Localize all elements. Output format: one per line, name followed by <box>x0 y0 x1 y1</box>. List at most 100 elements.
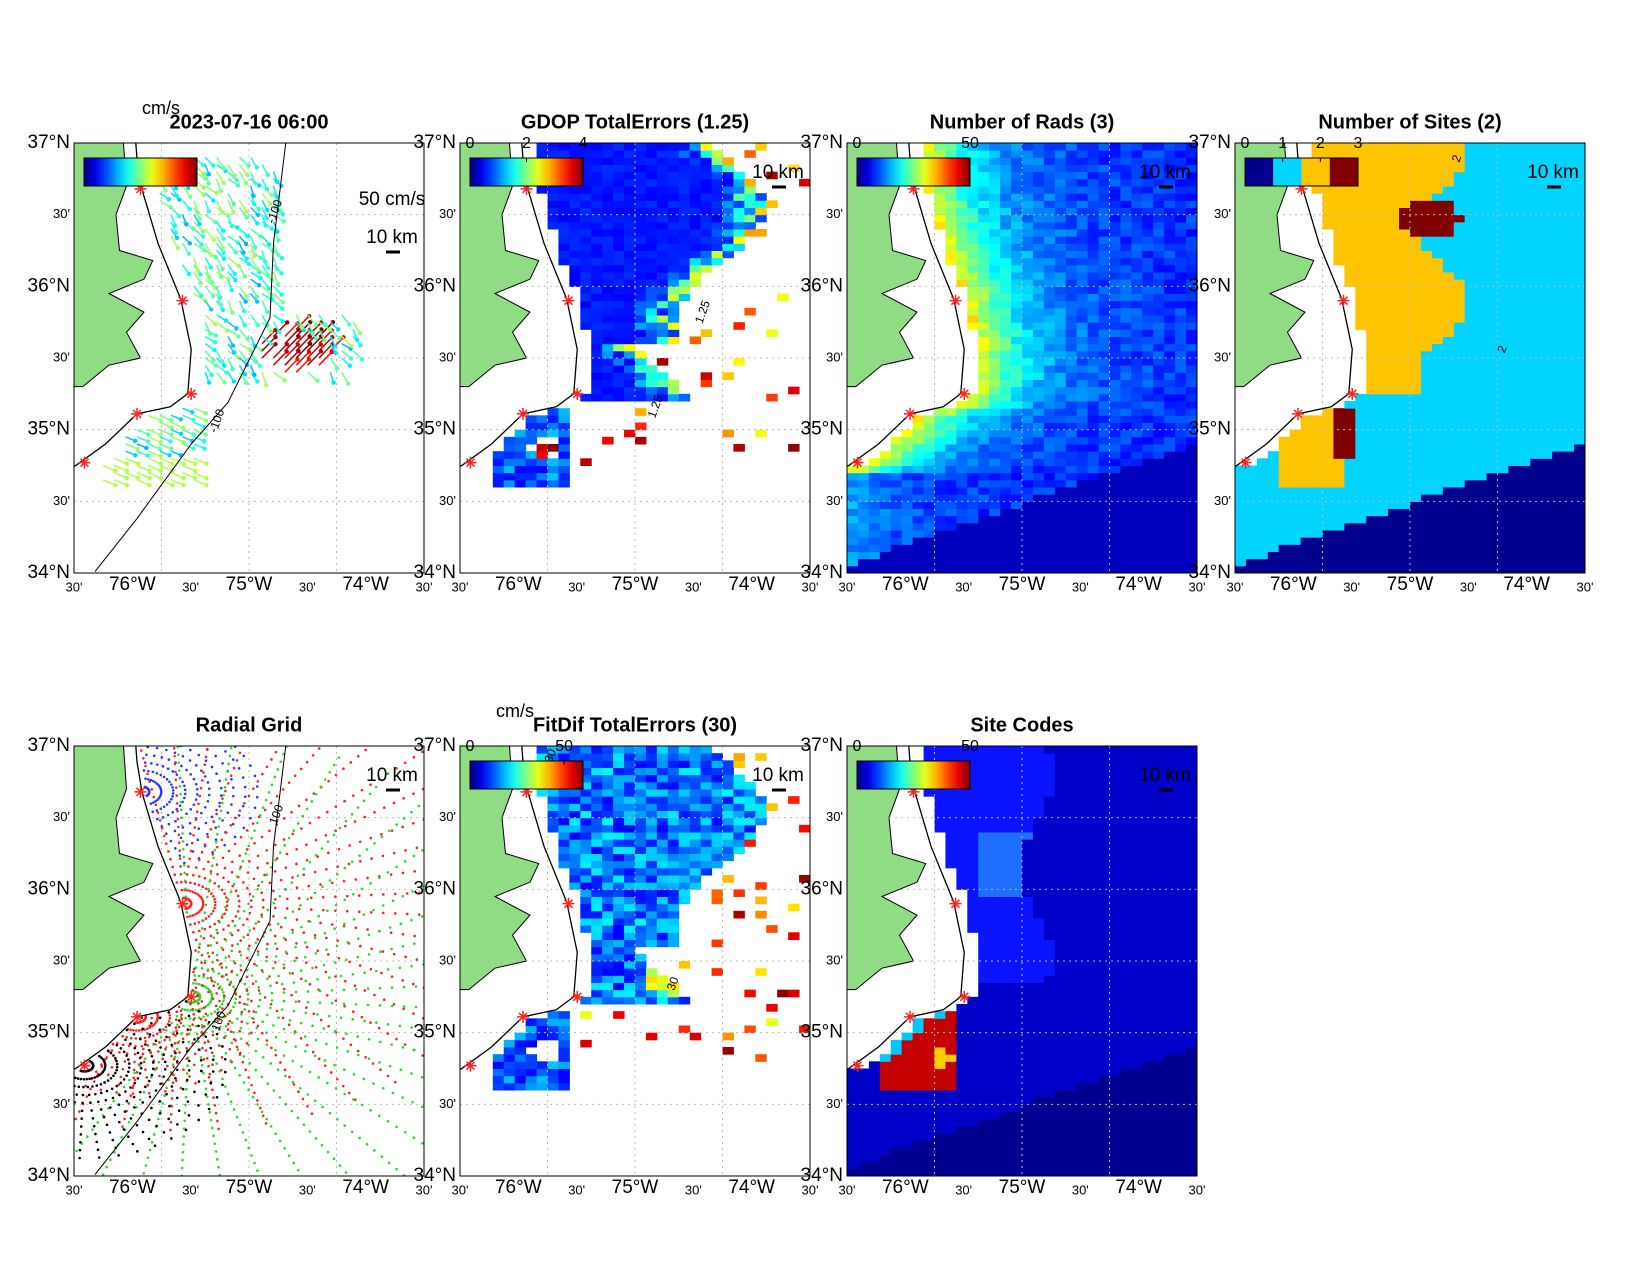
field-cell <box>1011 178 1023 187</box>
field-cell <box>956 401 968 409</box>
field-cell <box>1497 164 1509 173</box>
radial-grid-point <box>210 892 213 895</box>
field-cell <box>1000 558 1012 567</box>
field-cell <box>1087 551 1100 560</box>
field-cell <box>1153 537 1165 545</box>
field-cell <box>1464 558 1477 567</box>
radial-grid-point <box>284 866 288 869</box>
field-cell <box>635 207 647 216</box>
field-cell <box>1388 200 1400 208</box>
field-cell <box>667 178 680 187</box>
field-cell <box>923 415 935 423</box>
field-cell <box>667 171 680 180</box>
field-cell <box>700 214 713 223</box>
field-cell <box>1442 494 1455 502</box>
field-cell <box>1497 186 1509 194</box>
field-cell <box>1011 451 1023 459</box>
vector-head <box>181 425 186 430</box>
field-cell <box>1289 479 1302 488</box>
radial-grid-point <box>291 972 294 975</box>
radial-grid-point <box>245 829 249 832</box>
field-cell <box>1530 236 1542 244</box>
field-cell <box>1300 508 1313 517</box>
field-cell <box>1563 178 1575 187</box>
field-cell <box>1153 494 1165 502</box>
field-cell <box>1442 429 1455 438</box>
current-vector <box>182 471 196 479</box>
field-cell <box>1087 458 1100 466</box>
field-cell <box>978 272 990 280</box>
field-cell <box>514 444 527 452</box>
radial-grid-point <box>170 797 173 801</box>
field-cell <box>1552 229 1564 237</box>
field-cell <box>1043 322 1056 330</box>
y-tick-label: 37°N <box>28 132 70 153</box>
field-cell <box>1366 544 1378 552</box>
field-cell <box>1508 178 1520 187</box>
field-cell <box>744 207 756 216</box>
field-cell <box>624 143 636 151</box>
field-cell <box>967 214 979 223</box>
field-cell <box>1186 379 1197 388</box>
field-cell <box>1131 408 1143 416</box>
field-cell <box>1355 494 1367 502</box>
field-cell <box>1497 229 1509 237</box>
field-cell <box>613 257 625 266</box>
field-cell <box>1164 207 1176 216</box>
field-cell <box>1519 286 1531 294</box>
field-cell <box>492 458 505 466</box>
field-cell <box>1508 522 1520 531</box>
radial-grid-point <box>257 920 260 924</box>
current-vector <box>148 414 162 422</box>
field-cell <box>1164 322 1176 330</box>
field-cell <box>700 372 713 380</box>
field-cell <box>890 458 903 466</box>
field-cell <box>1399 472 1411 481</box>
radial-grid-point <box>252 877 256 881</box>
field-cell <box>1574 408 1585 416</box>
field-cell <box>1431 358 1444 366</box>
field-cell <box>1377 322 1389 330</box>
x-tick-label: 30' <box>1227 579 1244 594</box>
field-cell <box>1076 565 1089 573</box>
field-cell <box>1333 487 1345 495</box>
field-cell <box>766 171 778 180</box>
field-cell <box>1453 272 1466 280</box>
field-cell <box>1574 522 1585 531</box>
field-cell <box>1497 343 1509 352</box>
field-cell <box>901 436 914 445</box>
field-cell <box>1355 264 1367 273</box>
field-cell <box>547 415 559 423</box>
field-cell <box>722 207 734 216</box>
field-cell <box>1563 365 1575 373</box>
field-cell <box>624 236 636 244</box>
vector-head <box>145 453 150 458</box>
field-cell <box>1475 458 1488 466</box>
field-cell <box>1109 522 1121 531</box>
field-cell <box>1065 494 1078 502</box>
field-cell <box>1043 522 1056 531</box>
field-cell <box>613 150 625 158</box>
radial-grid-point <box>171 810 175 814</box>
field-cell <box>945 544 957 552</box>
current-vector <box>261 372 267 386</box>
field-cell <box>1563 401 1575 409</box>
field-cell <box>1475 494 1488 502</box>
field-cell <box>1153 322 1165 330</box>
field-cell <box>1322 465 1334 474</box>
field-cell <box>1076 322 1089 330</box>
field-cell <box>1022 565 1034 573</box>
radial-grid-point <box>151 714 154 717</box>
field-cell <box>1131 551 1143 560</box>
radial-grid-point <box>192 731 195 734</box>
field-cell <box>1333 458 1345 466</box>
field-cell <box>1563 250 1575 259</box>
field-cell <box>1574 429 1585 438</box>
vector-head <box>169 432 174 437</box>
field-cell <box>1475 264 1488 273</box>
field-cell <box>1076 479 1089 488</box>
radial-grid-point <box>218 801 221 805</box>
field-cell <box>1131 565 1143 573</box>
vector-head <box>210 293 216 299</box>
field-cell <box>1486 207 1498 216</box>
